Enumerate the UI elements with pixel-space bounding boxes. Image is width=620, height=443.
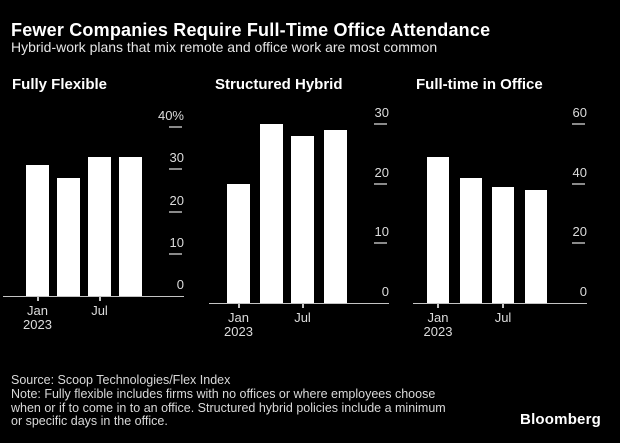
x-axis-line xyxy=(3,296,184,297)
panel-full-time-in-office: Full-time in Office 0 20 40 60 Jan 2023 Jul xyxy=(413,75,587,343)
y-tick-mark xyxy=(169,126,182,128)
y-tick-label: 20 xyxy=(572,224,587,240)
bar-3 xyxy=(291,135,314,303)
y-tick-mark xyxy=(374,242,387,245)
y-tick-label: 40 xyxy=(572,164,587,180)
note-line: when or if to come in to an office. Stru… xyxy=(11,400,446,415)
panel-title-full-time-in-office: Full-time in Office xyxy=(416,76,543,93)
y-tick-label: 0 xyxy=(579,284,587,299)
x-tick-mark xyxy=(36,297,39,301)
bar-2 xyxy=(57,177,80,296)
bar-1 xyxy=(227,183,250,303)
bar-2 xyxy=(260,123,283,303)
x-tick-label: 2023 xyxy=(423,323,453,339)
x-axis-line xyxy=(209,303,389,304)
y-tick-mark xyxy=(374,122,387,125)
x-tick-label: Jul xyxy=(494,310,512,325)
x-tick-label: 2023 xyxy=(23,316,52,332)
y-tick-label: 10 xyxy=(169,234,184,250)
source-text: Source: Scoop Technologies/Flex Index xyxy=(11,373,231,387)
chart-title: Fewer Companies Require Full-Time Office… xyxy=(11,20,491,40)
y-tick-mark xyxy=(572,123,585,126)
x-tick-label: Jan xyxy=(27,303,48,318)
bar-3 xyxy=(492,186,514,303)
bar-4 xyxy=(525,189,547,303)
panel-structured-hybrid: Structured Hybrid 0 10 20 30 Jan 2023 Jul xyxy=(209,75,389,343)
bar-4 xyxy=(119,156,142,296)
y-tick-mark xyxy=(169,168,182,171)
panel-title-structured-hybrid: Structured Hybrid xyxy=(215,76,343,93)
x-tick-mark xyxy=(437,304,439,308)
x-tick-label: Jul xyxy=(294,310,311,325)
y-tick-label: 20 xyxy=(374,164,389,180)
panel-fully-flexible: Fully Flexible 0 10 20 30 40% Jan 2023 Jul xyxy=(3,75,184,343)
note-text: Note: Fully flexible includes firms with… xyxy=(11,387,446,429)
x-tick-mark xyxy=(98,297,101,301)
x-tick-label: Jan xyxy=(228,310,249,325)
y-tick-mark xyxy=(374,182,387,185)
y-tick-label: 0 xyxy=(381,284,389,299)
y-tick-mark xyxy=(169,210,182,213)
bar-3 xyxy=(88,156,111,296)
x-tick-mark xyxy=(502,304,504,308)
y-tick-mark xyxy=(572,242,585,245)
y-tick-mark xyxy=(572,182,585,185)
bar-1 xyxy=(26,165,49,296)
note-line: Note: Fully flexible includes firms with… xyxy=(11,387,436,401)
y-tick-label: 40% xyxy=(157,108,184,123)
y-tick-label: 20 xyxy=(169,192,184,208)
y-tick-label: 0 xyxy=(176,277,184,292)
x-axis-line xyxy=(413,303,587,304)
x-tick-label: Jan xyxy=(427,310,449,325)
chart-subtitle: Hybrid-work plans that mix remote and of… xyxy=(11,39,438,55)
note-line: or specific days in the office. xyxy=(11,414,168,428)
bar-4 xyxy=(324,129,347,303)
bar-2 xyxy=(460,177,482,303)
bloomberg-logo: Bloomberg xyxy=(520,411,601,428)
y-tick-label: 60 xyxy=(572,105,587,121)
bar-1 xyxy=(427,156,449,303)
panel-title-fully-flexible: Fully Flexible xyxy=(12,76,108,93)
y-tick-mark xyxy=(169,252,182,255)
y-tick-label: 10 xyxy=(374,224,389,240)
y-tick-label: 30 xyxy=(374,104,389,120)
x-tick-mark xyxy=(237,304,240,308)
y-tick-label: 30 xyxy=(169,150,184,166)
x-tick-mark xyxy=(301,304,304,308)
x-tick-label: 2023 xyxy=(224,323,253,339)
x-tick-label: Jul xyxy=(91,303,108,318)
